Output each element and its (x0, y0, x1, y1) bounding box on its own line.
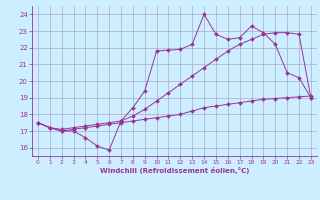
X-axis label: Windchill (Refroidissement éolien,°C): Windchill (Refroidissement éolien,°C) (100, 167, 249, 174)
